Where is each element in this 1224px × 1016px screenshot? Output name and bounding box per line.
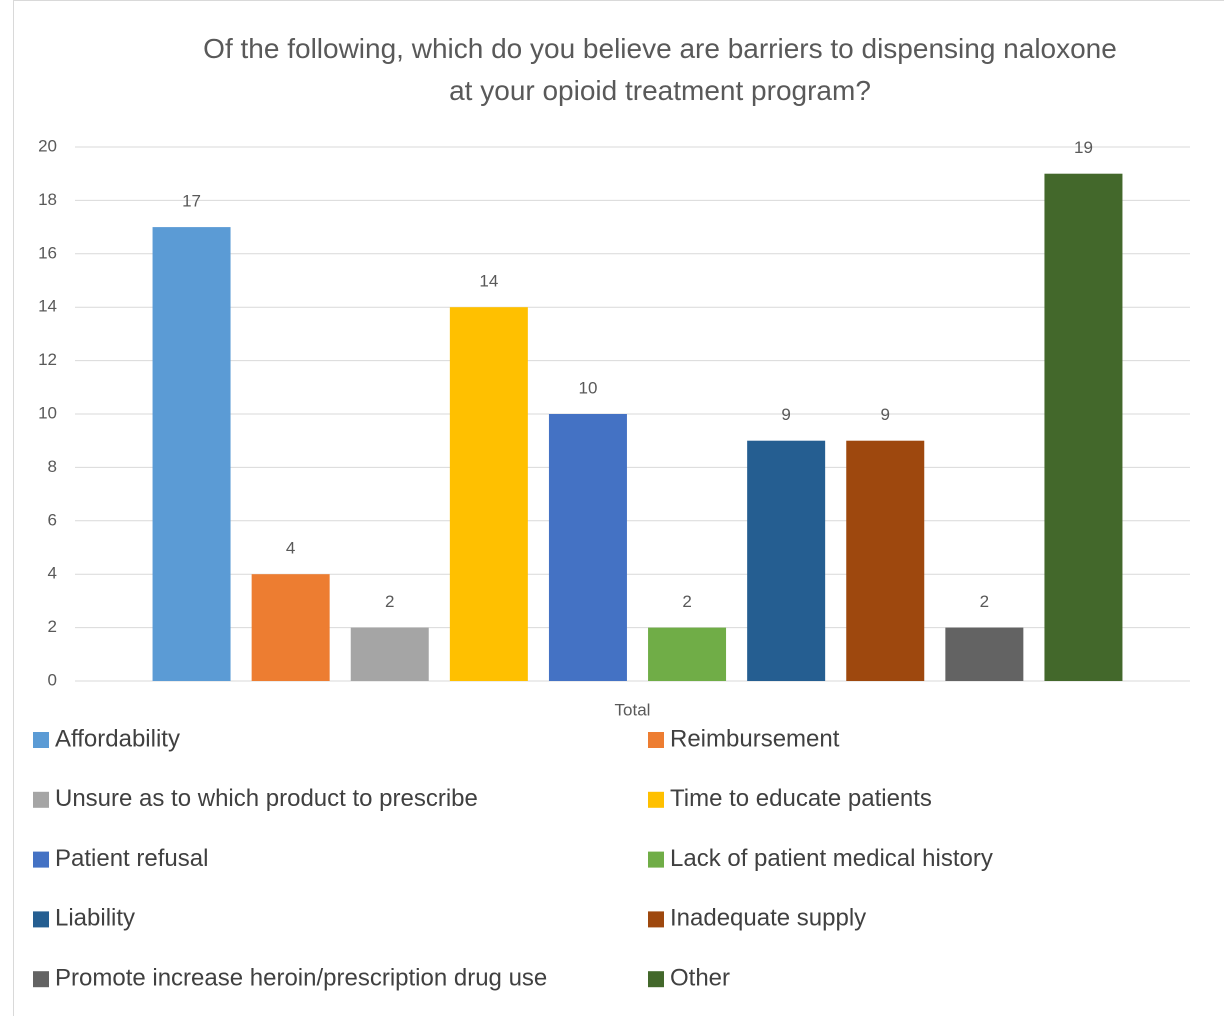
y-tick-label: 2 <box>48 617 57 636</box>
data-label: 19 <box>1074 138 1093 157</box>
bar <box>1044 173 1123 681</box>
data-label: 9 <box>781 405 790 424</box>
bar <box>648 627 727 681</box>
chart-border <box>13 0 1224 1016</box>
bar <box>152 227 231 681</box>
bar <box>350 627 429 681</box>
y-tick-label: 10 <box>38 403 57 422</box>
chart-title: Of the following, which do you believe a… <box>203 33 1117 106</box>
bar <box>747 440 826 681</box>
data-label: 2 <box>980 592 989 611</box>
y-tick-label: 12 <box>38 350 57 369</box>
legend-swatch <box>33 732 49 748</box>
legend-swatch <box>33 791 49 808</box>
bar <box>449 307 528 681</box>
y-tick-label: 4 <box>48 564 57 583</box>
legend-label: Unsure as to which product to prescribe <box>55 785 478 812</box>
data-label: 2 <box>385 592 394 611</box>
legend-swatch <box>33 911 49 928</box>
legend-label: Promote increase heroin/prescription dru… <box>55 965 547 992</box>
legend-swatch <box>648 851 664 868</box>
data-label: 14 <box>479 272 498 291</box>
x-tick-label: Total <box>615 700 651 719</box>
legend-label: Inadequate supply <box>670 905 866 932</box>
legend-label: Lack of patient medical history <box>670 845 993 872</box>
legend-label: Other <box>670 965 730 992</box>
data-label: 2 <box>682 592 691 611</box>
legend-label: Affordability <box>55 725 180 752</box>
bar <box>846 440 925 681</box>
legend-label: Patient refusal <box>55 845 208 872</box>
y-tick-label: 0 <box>48 670 57 689</box>
bar <box>251 574 330 681</box>
legend-swatch <box>648 971 664 988</box>
legend-swatch <box>33 971 49 988</box>
legend-swatch <box>648 791 664 808</box>
data-label: 9 <box>881 405 890 424</box>
legend-swatch <box>648 732 664 748</box>
legend-label: Reimbursement <box>670 725 840 752</box>
data-label: 17 <box>182 192 201 211</box>
legend-label: Time to educate patients <box>670 785 932 812</box>
data-label: 4 <box>286 539 295 558</box>
y-tick-label: 16 <box>38 243 57 262</box>
y-tick-label: 18 <box>38 190 57 209</box>
y-tick-label: 14 <box>38 297 57 316</box>
bar <box>548 414 627 681</box>
data-label: 10 <box>578 378 597 397</box>
y-tick-label: 20 <box>38 136 57 155</box>
legend-label: Liability <box>55 905 135 932</box>
y-tick-label: 8 <box>48 457 57 476</box>
legend-swatch <box>648 911 664 928</box>
legend-swatch <box>33 851 49 868</box>
bar <box>945 627 1024 681</box>
y-tick-label: 6 <box>48 510 57 529</box>
